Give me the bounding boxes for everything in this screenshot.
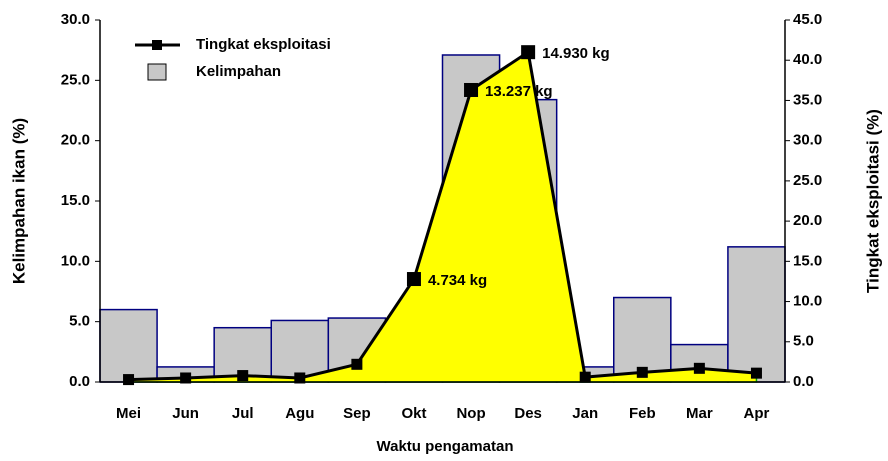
y-tick-label: 5.0 <box>69 313 90 330</box>
y2-tick-label: 35.0 <box>793 91 822 108</box>
annotation: 14.930 kg <box>542 45 610 62</box>
marker <box>237 370 249 382</box>
x-tick-label: Des <box>514 405 542 422</box>
y-tick-label: 0.0 <box>69 373 90 390</box>
y-tick-label: 20.0 <box>61 132 90 149</box>
y2-tick-label: 15.0 <box>793 252 822 269</box>
x-tick-label: Apr <box>744 405 770 422</box>
line <box>128 49 757 382</box>
legend-marker <box>152 40 162 50</box>
y2-tick-label: 20.0 <box>793 212 822 229</box>
y2-axis-label: Tingkat eksploitasi (%) <box>863 109 882 293</box>
y2-tick-label: 5.0 <box>793 333 814 350</box>
legend-swatch <box>147 63 167 81</box>
y-tick-label: 10.0 <box>61 252 90 269</box>
bar <box>727 246 786 383</box>
y-axis-label: Kelimpahan ikan (%) <box>9 118 28 284</box>
x-tick-label: Jun <box>172 405 199 422</box>
marker <box>180 372 192 384</box>
marker <box>750 367 762 379</box>
x-tick-label: Okt <box>401 405 426 422</box>
x-tick-label: Mei <box>116 405 141 422</box>
y-tick-label: 30.0 <box>61 11 90 28</box>
x-tick-label: Agu <box>285 405 314 422</box>
x-tick-label: Mar <box>686 405 713 422</box>
bar <box>99 308 158 383</box>
marker <box>406 272 421 287</box>
annotation: 4.734 kg <box>428 272 487 289</box>
x-tick-label: Feb <box>629 405 656 422</box>
bar <box>270 319 330 383</box>
marker <box>693 362 705 374</box>
y2-tick-label: 30.0 <box>793 132 822 149</box>
x-tick-label: Sep <box>343 405 371 422</box>
x-axis-label: Waktu pengamatan <box>377 438 514 455</box>
marker <box>521 45 536 60</box>
y2-tick-label: 0.0 <box>793 373 814 390</box>
marker <box>294 372 306 384</box>
marker <box>123 374 135 386</box>
marker <box>351 358 363 370</box>
x-tick-label: Jan <box>572 405 598 422</box>
y2-tick-label: 45.0 <box>793 11 822 28</box>
x-tick-label: Jul <box>232 405 254 422</box>
y-tick-label: 25.0 <box>61 71 90 88</box>
annotation: 13.237 kg <box>485 83 553 100</box>
y2-tick-label: 25.0 <box>793 172 822 189</box>
legend-label: Kelimpahan <box>196 63 281 80</box>
x-tick-label: Nop <box>456 405 485 422</box>
marker <box>579 371 591 383</box>
y2-tick-label: 10.0 <box>793 293 822 310</box>
legend-label: Tingkat eksploitasi <box>196 36 331 53</box>
marker <box>636 366 648 378</box>
y2-tick-label: 40.0 <box>793 51 822 68</box>
y-tick-label: 15.0 <box>61 192 90 209</box>
marker <box>464 82 479 97</box>
